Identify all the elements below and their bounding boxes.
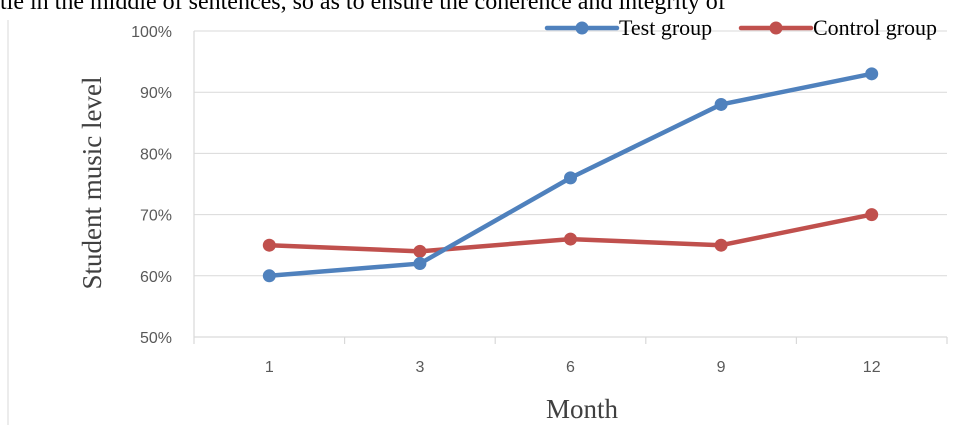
data-point (714, 97, 728, 111)
gridlines (193, 30, 948, 344)
data-point (413, 257, 427, 271)
y-tick-label: 100% (131, 24, 172, 41)
y-tick-label: 50% (140, 330, 172, 347)
y-axis-title: Student music level (77, 77, 107, 290)
legend-label: Control group (813, 15, 937, 40)
series-lines (262, 67, 879, 283)
data-point (714, 238, 728, 252)
x-tick-label: 12 (863, 359, 881, 376)
data-point (865, 208, 879, 222)
legend-swatch-marker (769, 21, 783, 35)
x-tick-label: 1 (265, 359, 274, 376)
data-point (262, 238, 276, 252)
y-tick-label: 60% (140, 269, 172, 286)
y-tick-label: 90% (140, 85, 172, 102)
x-tick-label: 9 (717, 359, 726, 376)
x-tick-label: 6 (566, 359, 575, 376)
legend-swatch-marker (575, 21, 589, 35)
data-point (262, 269, 276, 283)
document-text-line: tle in the middle of sentences, so as to… (0, 0, 726, 15)
data-point (564, 232, 577, 246)
x-tick-labels: 1 3 6 9 12 (265, 359, 881, 376)
legend: Test group Control group (544, 15, 937, 40)
y-tick-label: 70% (140, 208, 172, 225)
x-axis-title: Month (546, 394, 619, 424)
legend-label: Test group (619, 15, 712, 40)
data-point (413, 244, 427, 258)
data-point (865, 67, 879, 81)
y-tick-labels: 50% 60% 70% 80% 90% 100% (131, 24, 172, 347)
y-tick-label: 80% (140, 146, 172, 163)
x-tick-label: 3 (415, 359, 424, 376)
data-point (564, 171, 577, 185)
